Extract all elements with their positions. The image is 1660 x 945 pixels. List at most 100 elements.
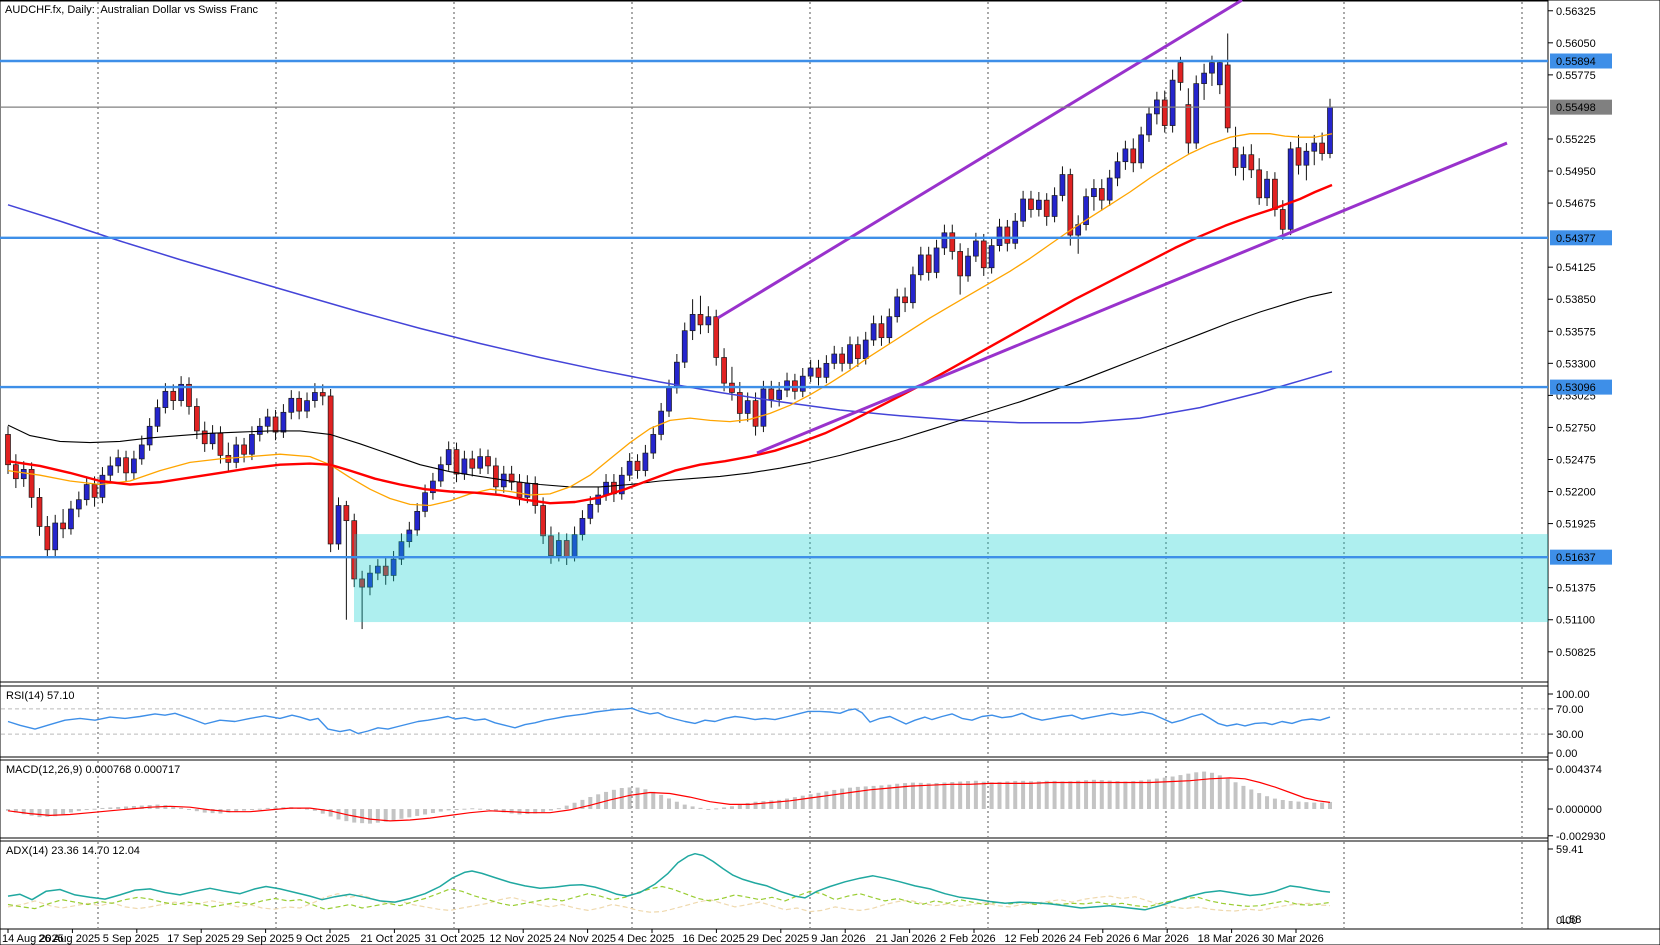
- candle-body: [878, 323, 885, 339]
- candle-body: [768, 388, 775, 400]
- price-axis-label: 0.53575: [1556, 326, 1596, 338]
- macd-histogram-bar: [399, 809, 404, 819]
- macd-histogram-bar: [21, 809, 26, 815]
- candle-body: [91, 484, 98, 498]
- candle-body: [807, 367, 814, 377]
- macd-histogram-bar: [1052, 780, 1057, 809]
- macd-histogram-bar: [234, 809, 239, 812]
- date-axis-label: 18 Mar 2026: [1198, 933, 1260, 945]
- macd-histogram-bar: [564, 805, 569, 809]
- macd-histogram-bar: [1068, 781, 1073, 809]
- candle-body: [217, 432, 224, 456]
- candle-body: [736, 392, 743, 414]
- macd-histogram-bar: [1272, 798, 1277, 809]
- macd-axis-label: 0.000000: [1556, 804, 1602, 816]
- candle-body: [1272, 178, 1278, 210]
- candle-body: [233, 444, 240, 463]
- candle-body: [949, 232, 956, 252]
- candle-body: [1287, 148, 1294, 230]
- macd-histogram-bar: [501, 809, 506, 813]
- candle-body: [1098, 188, 1105, 201]
- candle-body: [1319, 142, 1325, 154]
- price-axis-label: 0.54950: [1556, 166, 1596, 178]
- macd-histogram-bar: [942, 782, 947, 809]
- macd-histogram-bar: [249, 809, 254, 810]
- macd-histogram-bar: [525, 809, 530, 815]
- candle-body: [1004, 226, 1011, 244]
- panel-frame-3: [0, 840, 1549, 930]
- macd-histogram-bar: [470, 808, 475, 810]
- supply-zone-rectangle[interactable]: [354, 534, 1548, 623]
- candle-body: [382, 565, 389, 576]
- date-axis-label: 5 Sep 2025: [103, 933, 159, 945]
- price-axis-label: 0.51375: [1556, 583, 1596, 595]
- candle-body: [351, 520, 358, 580]
- ma-black-line: [7, 291, 1333, 488]
- candle-body: [784, 380, 790, 391]
- candle-body: [28, 469, 35, 498]
- adx-indicator-label: ADX(14) 23.36 14.70 12.04: [6, 845, 140, 857]
- macd-histogram-bar: [572, 802, 577, 809]
- date-axis-label: 12 Feb 2026: [1004, 933, 1066, 945]
- candle-body: [1256, 169, 1263, 199]
- candle-body: [1240, 154, 1247, 168]
- macd-histogram-bar: [950, 782, 955, 809]
- date-axis-label: 21 Oct 2025: [360, 933, 420, 945]
- macd-histogram-bar: [934, 782, 939, 809]
- macd-histogram-bar: [1304, 802, 1309, 809]
- macd-histogram-bar: [100, 807, 105, 809]
- candle-body: [988, 245, 995, 269]
- date-axis-label: 12 Nov 2025: [489, 933, 551, 945]
- candle-body: [555, 540, 562, 556]
- candle-body: [272, 416, 279, 433]
- macd-histogram-bar: [1028, 781, 1033, 809]
- macd-histogram-bar: [1084, 780, 1089, 809]
- candle-body: [721, 357, 727, 384]
- macd-histogram-bar: [1225, 778, 1230, 809]
- macd-histogram-bar: [84, 809, 89, 810]
- candle-body: [288, 397, 295, 413]
- candle-body: [1028, 198, 1034, 210]
- candle-body: [642, 452, 649, 471]
- price-axis-label: 0.52200: [1556, 487, 1596, 499]
- candle-body: [760, 388, 767, 427]
- macd-histogram-bar: [666, 798, 671, 809]
- candle-body: [1193, 83, 1200, 144]
- macd-histogram-bar: [360, 809, 365, 824]
- macd-histogram-bar: [1178, 775, 1183, 809]
- candle-body: [107, 465, 114, 476]
- macd-histogram-bar: [305, 808, 310, 810]
- price-axis-label: 0.51925: [1556, 519, 1596, 531]
- candle-body: [60, 522, 66, 530]
- macd-histogram-bar: [548, 809, 553, 811]
- candle-body: [123, 457, 129, 474]
- adx-axis-label-top: 59.41: [1556, 844, 1584, 856]
- date-axis-label: 21 Jan 2026: [876, 933, 937, 945]
- macd-histogram-bar: [1147, 779, 1152, 809]
- macd-histogram-bar: [336, 809, 341, 820]
- rsi-line: [7, 707, 1331, 735]
- macd-histogram-bar: [1257, 793, 1262, 809]
- candle-body: [374, 565, 381, 574]
- candle-body: [1091, 188, 1097, 198]
- macd-histogram-bar: [1194, 772, 1199, 809]
- date-axis-label: 24 Nov 2025: [554, 933, 616, 945]
- candle-body: [1303, 150, 1310, 166]
- price-level-badge: [1550, 230, 1612, 246]
- macd-histogram-bar: [210, 809, 215, 814]
- macd-histogram-bar: [1202, 771, 1207, 809]
- macd-histogram-bar: [131, 806, 136, 809]
- candle-body: [68, 508, 74, 530]
- candle-body: [1279, 209, 1286, 230]
- candle-body: [973, 240, 979, 257]
- candle-body: [493, 465, 499, 488]
- candle-body: [280, 411, 287, 433]
- price-level-badge-text: 0.55894: [1556, 56, 1596, 68]
- macd-histogram-bar: [840, 788, 845, 809]
- candle-body: [146, 425, 153, 446]
- candle-body: [75, 499, 82, 510]
- candle-body: [839, 353, 845, 364]
- candle-body: [422, 492, 428, 512]
- macd-histogram-bar: [257, 808, 262, 810]
